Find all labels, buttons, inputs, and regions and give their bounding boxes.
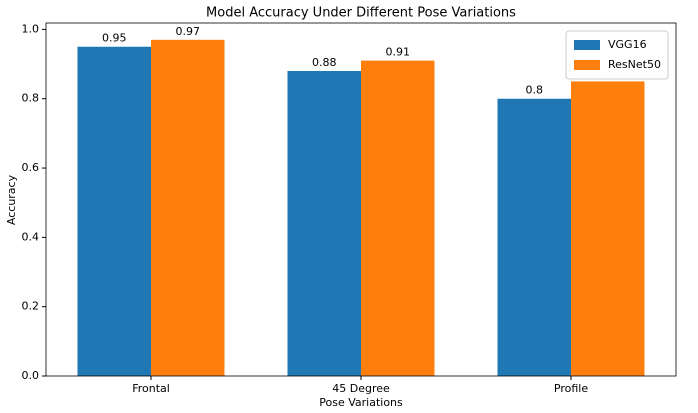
y-tick-label: 0.8 (22, 92, 40, 105)
y-tick-label: 0.4 (22, 230, 40, 243)
x-tick-label: Profile (554, 382, 588, 395)
legend-swatch (574, 60, 600, 70)
y-tick-label: 1.0 (22, 22, 40, 35)
x-tick-label: 45 Degree (332, 382, 390, 395)
bar (497, 98, 571, 377)
x-axis-label: Pose Variations (319, 396, 403, 409)
value-label: 0.88 (312, 56, 337, 69)
y-tick-label: 0.0 (22, 369, 40, 382)
chart-title: Model Accuracy Under Different Pose Vari… (206, 6, 516, 21)
bar (287, 71, 361, 377)
bar (571, 81, 645, 377)
value-label: 0.91 (386, 46, 411, 59)
value-label: 0.8 (526, 84, 544, 97)
y-tick-label: 0.2 (22, 300, 40, 313)
bar (77, 46, 151, 377)
bar (361, 60, 435, 377)
y-axis-label: Accuracy (5, 174, 18, 225)
legend-swatch (574, 40, 600, 50)
bar (151, 39, 225, 377)
legend-label: ResNet50 (608, 58, 661, 71)
legend-label: VGG16 (608, 38, 647, 51)
value-label: 0.97 (176, 25, 201, 38)
value-label: 0.95 (102, 32, 127, 45)
x-tick-label: Frontal (132, 382, 170, 395)
y-tick-label: 0.6 (22, 161, 40, 174)
plot-frame (45, 22, 677, 377)
